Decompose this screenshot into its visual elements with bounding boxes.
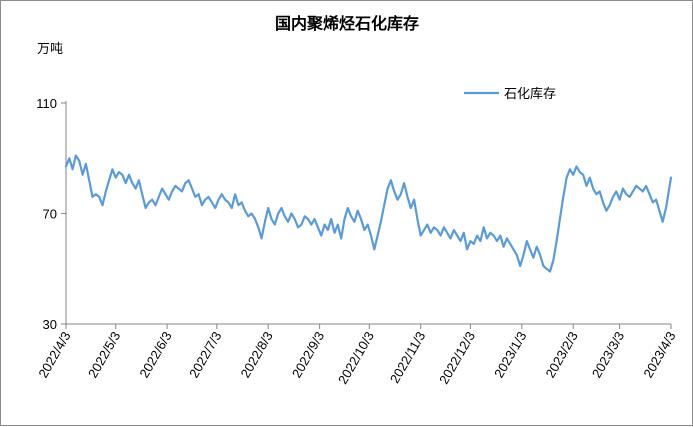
chart-title: 国内聚烯烃石化库存 [275, 14, 419, 33]
y-axis: 30 70 110 [36, 96, 67, 332]
x-tick-label: 2023/2/3 [543, 329, 581, 380]
x-tick-label: 2022/9/3 [289, 329, 327, 380]
series-line-0 [64, 154, 673, 273]
y-tick-label: 30 [43, 317, 57, 332]
legend: 石化库存 [464, 86, 556, 102]
x-tick-label: 2022/5/3 [85, 329, 123, 380]
x-tick-label: 2022/12/3 [436, 329, 478, 387]
x-tick-label: 2023/3/3 [589, 329, 627, 380]
x-tick-label: 2022/6/3 [136, 329, 174, 380]
x-tick-label: 2022/10/3 [335, 329, 377, 387]
x-tick-label: 2023/1/3 [491, 329, 529, 380]
x-tick-label: 2022/7/3 [186, 329, 224, 380]
x-axis: 2022/4/3 2022/5/3 2022/6/3 2022/7/3 2022/8/3… [35, 323, 679, 387]
x-tick-label: 2022/4/3 [35, 329, 73, 380]
x-tick-label: 2023/4/3 [640, 329, 678, 380]
y-tick-label: 110 [36, 96, 57, 111]
x-tick-label: 2022/8/3 [238, 329, 276, 380]
series-layer [64, 154, 673, 273]
x-tick-label: 2022/11/3 [387, 329, 428, 386]
y-tick-label: 70 [43, 207, 57, 222]
legend-label-shi-hua-ku-cun: 石化库存 [504, 86, 556, 102]
y-axis-unit-label: 万吨 [37, 42, 63, 57]
